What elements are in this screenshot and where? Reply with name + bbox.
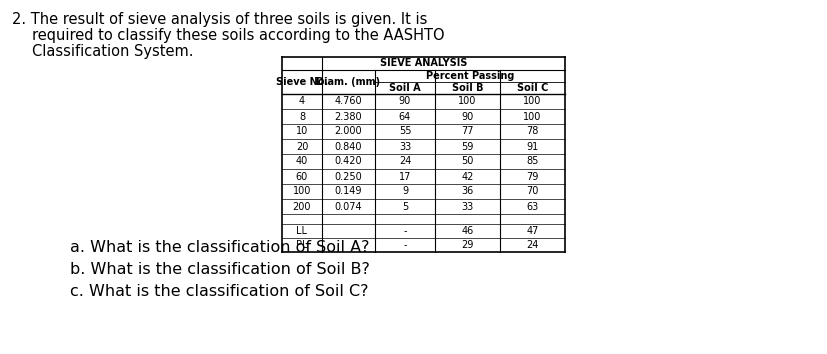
Text: 63: 63 — [526, 201, 538, 211]
Text: 9: 9 — [401, 187, 408, 196]
Text: 10: 10 — [295, 126, 308, 137]
Text: 60: 60 — [295, 171, 308, 182]
Text: 0.250: 0.250 — [334, 171, 362, 182]
Text: Soil B: Soil B — [452, 83, 483, 93]
Text: 42: 42 — [461, 171, 473, 182]
Text: 4.760: 4.760 — [334, 97, 362, 107]
Text: 4: 4 — [299, 97, 304, 107]
Text: Soil C: Soil C — [516, 83, 547, 93]
Text: 100: 100 — [293, 187, 311, 196]
Text: Percent Passing: Percent Passing — [425, 71, 514, 81]
Text: 8: 8 — [299, 112, 304, 121]
Text: 5: 5 — [401, 201, 408, 211]
Text: 59: 59 — [461, 142, 473, 152]
Text: c. What is the classification of Soil C?: c. What is the classification of Soil C? — [70, 285, 368, 299]
Text: 40: 40 — [295, 156, 308, 166]
Text: 2.380: 2.380 — [334, 112, 362, 121]
Text: required to classify these soils according to the AASHTO: required to classify these soils accordi… — [32, 28, 444, 43]
Text: 0.074: 0.074 — [334, 201, 362, 211]
Text: 64: 64 — [399, 112, 411, 121]
Text: -: - — [403, 240, 406, 250]
Text: 36: 36 — [461, 187, 473, 196]
Text: SIEVE ANALYSIS: SIEVE ANALYSIS — [380, 58, 466, 69]
Text: PL: PL — [296, 240, 308, 250]
Text: 0.420: 0.420 — [334, 156, 362, 166]
Text: Sieve No.: Sieve No. — [275, 77, 327, 87]
Text: -: - — [403, 226, 406, 236]
Text: 90: 90 — [461, 112, 473, 121]
Text: 20: 20 — [295, 142, 308, 152]
Text: 78: 78 — [526, 126, 538, 137]
Text: 17: 17 — [399, 171, 411, 182]
Text: 29: 29 — [461, 240, 473, 250]
Text: 100: 100 — [523, 112, 541, 121]
Text: 91: 91 — [526, 142, 538, 152]
Text: Diam. (mm): Diam. (mm) — [316, 77, 380, 87]
Text: 2. The result of sieve analysis of three soils is given. It is: 2. The result of sieve analysis of three… — [12, 12, 427, 27]
Text: 85: 85 — [526, 156, 538, 166]
Text: 90: 90 — [399, 97, 411, 107]
Text: 24: 24 — [399, 156, 411, 166]
Text: 100: 100 — [523, 97, 541, 107]
Text: 77: 77 — [461, 126, 473, 137]
Text: 46: 46 — [461, 226, 473, 236]
Text: LL: LL — [296, 226, 307, 236]
Text: Soil A: Soil A — [389, 83, 420, 93]
Text: 79: 79 — [526, 171, 538, 182]
Text: 50: 50 — [461, 156, 473, 166]
Text: b. What is the classification of Soil B?: b. What is the classification of Soil B? — [70, 263, 370, 278]
Text: 0.840: 0.840 — [334, 142, 362, 152]
Text: 0.149: 0.149 — [334, 187, 362, 196]
Text: 33: 33 — [461, 201, 473, 211]
Text: 47: 47 — [526, 226, 538, 236]
Text: 70: 70 — [526, 187, 538, 196]
Text: 200: 200 — [293, 201, 311, 211]
Text: 55: 55 — [399, 126, 411, 137]
Text: 33: 33 — [399, 142, 411, 152]
Text: a. What is the classification of Soil A?: a. What is the classification of Soil A? — [70, 240, 369, 256]
Text: Classification System.: Classification System. — [32, 44, 194, 59]
Text: 2.000: 2.000 — [334, 126, 362, 137]
Text: 24: 24 — [526, 240, 538, 250]
Text: 100: 100 — [458, 97, 476, 107]
